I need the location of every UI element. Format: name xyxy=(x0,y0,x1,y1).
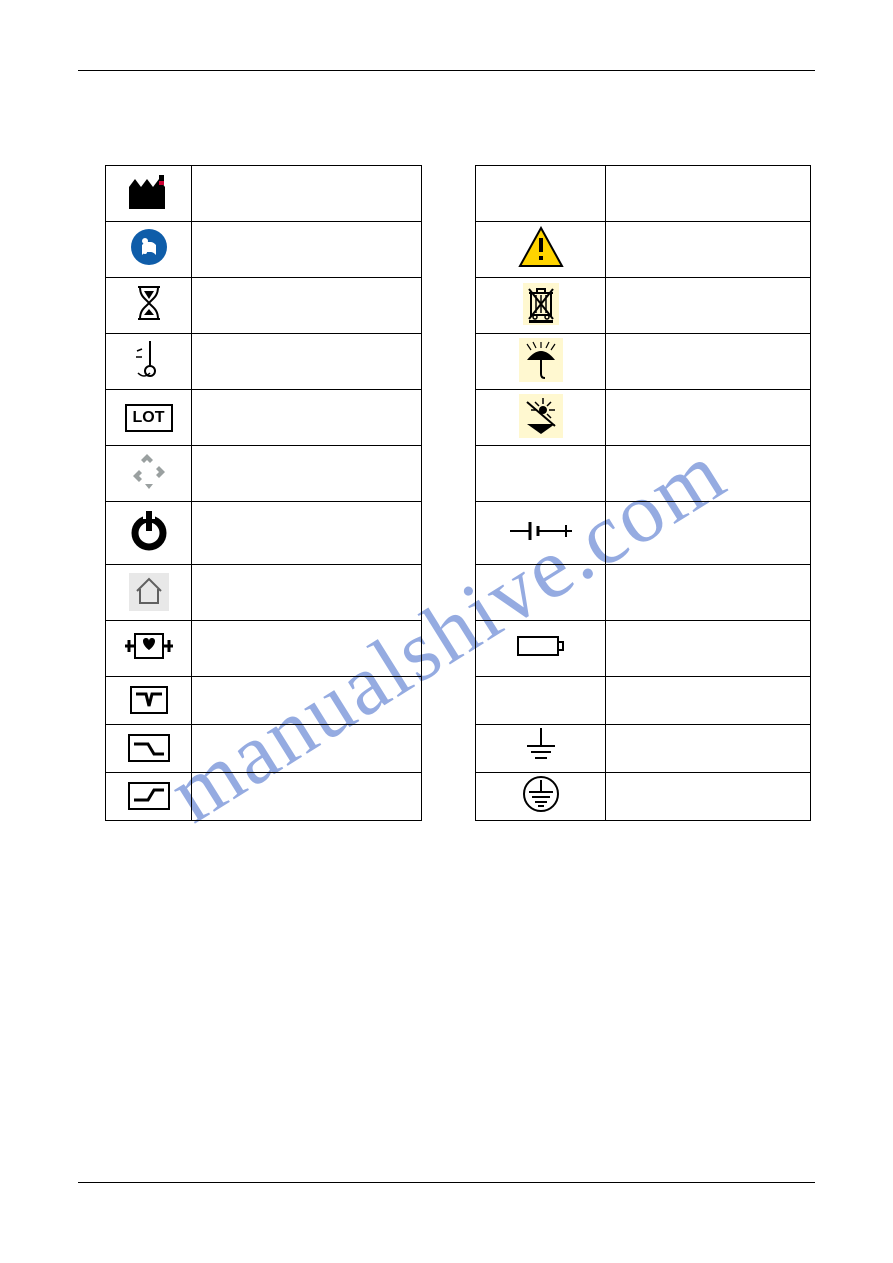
desc-cell xyxy=(606,725,811,773)
battery-low-icon xyxy=(516,633,566,659)
desc-cell xyxy=(606,502,811,565)
symbol-tables: LOT xyxy=(105,165,811,821)
table-row: LOT xyxy=(106,390,422,446)
desc-cell xyxy=(606,278,811,334)
temperature-limit-icon xyxy=(132,337,166,381)
pacer-spike-icon xyxy=(130,686,168,714)
table-row xyxy=(106,278,422,334)
table-row xyxy=(106,222,422,278)
desc-cell xyxy=(192,677,422,725)
table-row xyxy=(476,390,811,446)
table-row xyxy=(106,334,422,390)
desc-cell xyxy=(606,565,811,621)
table-row xyxy=(106,677,422,725)
table-row xyxy=(476,446,811,502)
desc-cell xyxy=(606,446,811,502)
keep-away-from-sunlight-icon xyxy=(519,394,563,438)
home-icon xyxy=(129,573,169,611)
desc-cell xyxy=(192,773,422,821)
top-rule xyxy=(78,70,815,71)
protective-earth-icon xyxy=(521,774,561,814)
table-row xyxy=(106,502,422,565)
desc-cell xyxy=(192,621,422,677)
desc-cell xyxy=(192,565,422,621)
page-container: manualshive.com xyxy=(0,0,893,1263)
table-row xyxy=(106,446,422,502)
table-row xyxy=(476,565,811,621)
desc-cell xyxy=(606,390,811,446)
lead-off-up-icon xyxy=(128,782,170,810)
hourglass-icon xyxy=(134,283,164,323)
desc-cell xyxy=(192,222,422,278)
keep-dry-umbrella-icon xyxy=(519,338,563,382)
table-row xyxy=(476,621,811,677)
read-instructions-icon xyxy=(129,227,169,267)
desc-cell xyxy=(606,773,811,821)
desc-cell xyxy=(192,166,422,222)
table-row xyxy=(476,725,811,773)
warning-triangle-icon xyxy=(518,226,564,268)
table-row xyxy=(476,677,811,725)
table-row xyxy=(476,502,811,565)
table-row xyxy=(106,725,422,773)
manufacturer-icon xyxy=(127,171,171,211)
desc-cell xyxy=(192,278,422,334)
empty-cell xyxy=(476,446,606,502)
desc-cell xyxy=(192,502,422,565)
power-icon xyxy=(129,509,169,553)
desc-cell xyxy=(606,166,811,222)
table-row xyxy=(476,278,811,334)
battery-terminal-icon xyxy=(506,516,576,546)
lot-text: LOT xyxy=(133,409,165,426)
recycle-icon xyxy=(129,452,169,490)
desc-cell xyxy=(606,677,811,725)
bottom-rule xyxy=(78,1182,815,1183)
table-row xyxy=(476,166,811,222)
left-symbol-table: LOT xyxy=(105,165,422,821)
table-row xyxy=(106,565,422,621)
desc-cell xyxy=(192,334,422,390)
defib-proof-heart-icon xyxy=(123,631,175,661)
table-row xyxy=(476,334,811,390)
right-symbol-table xyxy=(475,165,811,821)
weee-bin-icon xyxy=(523,283,559,325)
table-row xyxy=(106,621,422,677)
desc-cell xyxy=(192,390,422,446)
empty-cell xyxy=(476,166,606,222)
equipotential-ground-icon xyxy=(523,726,559,766)
empty-cell xyxy=(476,565,606,621)
table-row xyxy=(106,166,422,222)
desc-cell xyxy=(606,222,811,278)
desc-cell xyxy=(606,621,811,677)
lead-off-down-icon xyxy=(128,734,170,762)
desc-cell xyxy=(192,725,422,773)
lot-box-icon: LOT xyxy=(125,404,173,432)
empty-cell xyxy=(476,677,606,725)
desc-cell xyxy=(606,334,811,390)
table-row xyxy=(106,773,422,821)
table-row xyxy=(476,222,811,278)
desc-cell xyxy=(192,446,422,502)
table-row xyxy=(476,773,811,821)
